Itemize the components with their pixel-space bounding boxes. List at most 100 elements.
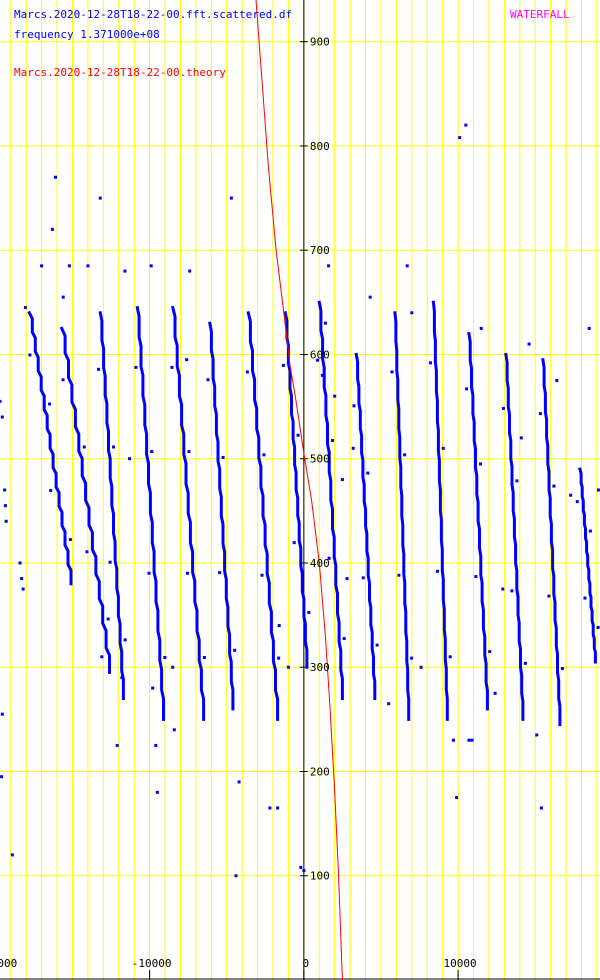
data-point [276,806,280,810]
data-point [493,691,497,695]
data-point [340,478,344,482]
data-point [98,196,102,200]
data-point [49,489,53,493]
data-point [515,479,519,483]
data-point [61,378,65,382]
data-point [569,493,573,497]
frequency-label: frequency 1.371000e+08 [14,28,160,41]
data-point [455,796,459,800]
data-point [54,175,58,179]
data-point [185,571,189,575]
data-point [281,363,285,367]
data-point [229,196,233,200]
data-point [535,733,539,737]
data-point [50,227,54,231]
data-point [458,136,462,140]
data-point [106,617,110,621]
data-point [85,550,89,554]
data-point [0,775,4,779]
data-point [448,655,452,659]
data-point [277,624,281,628]
data-point [86,264,90,268]
data-point [100,655,104,659]
data-point [20,577,24,581]
data-point [351,446,355,450]
data-point [596,625,600,629]
data-point [478,462,482,466]
data-point [587,326,591,330]
data-point [3,504,7,508]
data-point [21,587,25,591]
data-point [331,438,335,442]
x-tick-label: -20000 [0,957,17,970]
data-point [479,326,483,330]
data-point [333,394,337,398]
data-point [206,378,210,382]
data-point [187,450,191,454]
data-point [123,638,127,642]
data-point [202,655,206,659]
sawtooth-column [208,321,235,711]
y-tick-label: 400 [310,557,330,570]
data-point [555,379,559,383]
data-point [299,865,303,869]
grid-minor-lines [10,0,598,980]
data-point [560,667,564,671]
data-point [361,576,365,580]
data-point [155,790,159,794]
sawtooth-column [504,352,525,721]
data-point [410,656,414,660]
data-point [464,123,468,127]
data-point [151,686,155,690]
data-point [375,643,379,647]
theory-curve [255,0,343,980]
data-point [552,484,556,488]
data-point [237,780,241,784]
data-point [268,806,272,810]
data-point [539,806,543,810]
sawtooth-column [59,326,111,674]
data-point [115,743,119,747]
data-point [170,365,174,369]
data-point [342,637,346,641]
data-point [327,556,331,560]
theory-label: Marcs.2020-12-28T18-22-00.theory [14,66,226,79]
data-point [233,648,237,652]
sawtooth-column [541,357,562,727]
data-point [108,560,112,564]
data-point [292,541,296,545]
data-point [538,412,542,416]
data-point [28,353,32,357]
sawtooth-column [170,305,206,721]
data-point [185,358,189,362]
data-point [18,561,22,565]
data-point [345,577,349,581]
sawtooth-column [431,300,449,721]
data-point [323,321,327,325]
data-point [575,500,579,504]
sawtooth-column [246,310,280,721]
data-point [147,571,151,575]
data-point [234,874,238,878]
data-point [23,306,27,310]
data-point [150,450,154,454]
data-point [410,311,414,315]
data-point [171,665,175,669]
sawtooth-column [317,300,344,700]
data-point [397,573,401,577]
sawtooth-column [578,467,597,664]
data-point [435,569,439,573]
data-point [390,370,394,374]
data-point [488,650,492,654]
data-point [510,589,514,593]
data-point [163,655,167,659]
data-point [368,295,372,299]
data-point [465,387,469,391]
data-point [547,594,551,598]
data-point [3,488,7,492]
data-point [123,269,127,273]
data-point [419,665,423,669]
